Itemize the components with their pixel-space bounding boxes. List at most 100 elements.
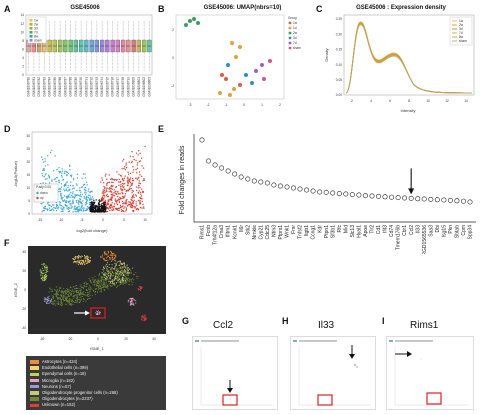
panel-d-point-down — [48, 177, 51, 179]
panel-f-cell-oligodendrocyte — [125, 276, 127, 278]
panel-d-point-up — [118, 207, 121, 209]
panel-f-cell-oligodendrocyte — [92, 283, 94, 285]
panel-b-point — [228, 93, 232, 97]
panel-f-cell-oligodendrocyte — [86, 299, 88, 301]
panel-d-point-up — [144, 145, 146, 148]
panel-f-cell-oligodendrocyte — [69, 298, 71, 300]
panel-f-cell-endothelial — [77, 260, 79, 262]
panel-d-point-up — [121, 191, 123, 193]
panel-f-cell-opc — [115, 263, 117, 265]
panel-f-legend-swatch — [30, 391, 39, 395]
panel-f-cell-oligodendrocyte — [68, 302, 70, 304]
panel-f-cell-oligodendrocyte — [101, 277, 103, 279]
panel-d-point-down — [75, 183, 78, 185]
panel-f-cell-ependymal — [41, 272, 43, 274]
panel-d-point-up — [131, 179, 134, 182]
panel-f-cell-unknown — [141, 287, 143, 289]
panel-b-point — [254, 69, 258, 73]
panel-b-legend-label: 3d — [293, 36, 297, 40]
panel-d-point-down — [44, 165, 47, 167]
panel-d-point-down — [78, 204, 80, 206]
panel-c-legend-label: 3d — [459, 27, 463, 31]
panel-f-cell-opc — [124, 271, 126, 274]
panel-f-cell-neuron — [47, 300, 49, 302]
panel-d-point-down — [80, 195, 82, 198]
panel-f-cell-oligodendrocyte — [89, 279, 91, 281]
panel-f-cell-endothelial — [80, 259, 82, 261]
panel-f-cell-ependymal — [46, 275, 48, 277]
panel-d-point-down — [55, 210, 58, 212]
panel-d-point-up — [137, 199, 140, 202]
panel-f-cell-oligodendrocyte — [58, 290, 60, 292]
panel-f-cell-opc — [129, 272, 131, 274]
panel-e-point — [408, 195, 414, 201]
panel-f-legend-swatch — [30, 366, 39, 370]
panel-f-cell-oligodendrocyte — [130, 281, 133, 283]
panel-d-point-up — [105, 194, 108, 196]
panel-d-point-down — [70, 191, 72, 194]
panel-c-xaxis: 2 4 6 8 10 12 14 — [351, 99, 468, 103]
panel-f-cell-unknown — [142, 320, 144, 322]
panel-b-legend-dot — [288, 36, 292, 40]
panel-f-cell-microglia — [130, 298, 132, 300]
panel-d-point-up — [101, 179, 104, 181]
panel-d-point-down — [72, 202, 75, 204]
panel-a-legend-label: 1w — [34, 18, 39, 22]
panel-f-cell-oligodendrocyte — [90, 280, 92, 282]
panel-e-point — [402, 195, 408, 201]
panel-a-ytick: 0 — [22, 73, 24, 77]
panel-d-point-up — [138, 150, 140, 152]
panel-d-point-up — [138, 190, 140, 192]
panel-d-point-down — [67, 187, 69, 189]
panel-c-ytick: 0.10 — [336, 63, 342, 67]
panel-d-point-down — [71, 188, 74, 190]
panel-f-cell-unknown — [140, 285, 142, 288]
panel-f-cell-oligodendrocyte — [67, 301, 69, 303]
panel-d-point-down — [83, 197, 85, 199]
panel-f-cell-ependymal — [40, 274, 42, 276]
panel-f-cell-oligodendrocyte — [125, 281, 127, 283]
panel-f-cell-astrocyte — [105, 253, 107, 255]
panel-b-legend-title: Group — [288, 16, 297, 20]
panel-d-point-ns — [98, 206, 100, 209]
panel-d-xlabel: log2(fold change) — [77, 228, 109, 233]
panel-e-point — [310, 188, 316, 194]
panel-d-point-down — [84, 209, 87, 212]
panel-f-cell-oligodendrocyte — [107, 285, 109, 287]
panel-f-cell-opc — [120, 269, 122, 271]
panel-f-cell-oligodendrocyte — [77, 292, 79, 294]
panel-f-ytick: 40 — [22, 250, 26, 254]
panel-d-point-ns — [104, 207, 106, 210]
panel-f-cell-opc — [117, 277, 119, 279]
panel-f-cell-unknown — [142, 315, 144, 317]
panel-f-cell-oligodendrocyte — [131, 267, 134, 270]
panel-e-point — [460, 198, 466, 204]
panel-d-point-up — [124, 183, 126, 185]
panel-d-point-down — [43, 169, 45, 171]
panel-e-xtick: Ifitm1 — [226, 225, 232, 237]
panel-f-cell-opc — [103, 267, 105, 269]
panel-d-point-up — [123, 158, 125, 160]
panel-c-legend-box — [449, 16, 473, 46]
panel-f-legend-label: Neurons (n=57) — [42, 383, 72, 389]
panel-f-cell-endothelial — [81, 264, 83, 266]
panel-f-cell-astrocyte — [115, 254, 117, 256]
panel-d-point-down — [66, 182, 68, 184]
panel-e-point — [389, 194, 395, 200]
panel-f-legend-swatch — [30, 397, 39, 401]
panel-f-cell-oligodendrocyte — [129, 279, 131, 281]
panel-b-point — [230, 41, 234, 45]
panel-f-cell-oligodendrocyte — [116, 286, 118, 288]
panel-d-point-down — [79, 193, 82, 196]
panel-f-cell-ependymal — [46, 267, 48, 269]
panel-d-point-up — [136, 205, 138, 207]
panel-d-point-up — [108, 199, 110, 201]
panel-f-cell-ependymal — [42, 280, 44, 282]
panel-d-point-up — [120, 180, 122, 183]
panel-e-xtick: Mid — [343, 225, 349, 233]
panel-f-cell-oligodendrocyte — [98, 274, 100, 276]
panel-e-point — [421, 196, 427, 202]
panel-d-point-up — [112, 193, 114, 195]
panel-f-cell-oligodendrocyte — [77, 294, 79, 296]
